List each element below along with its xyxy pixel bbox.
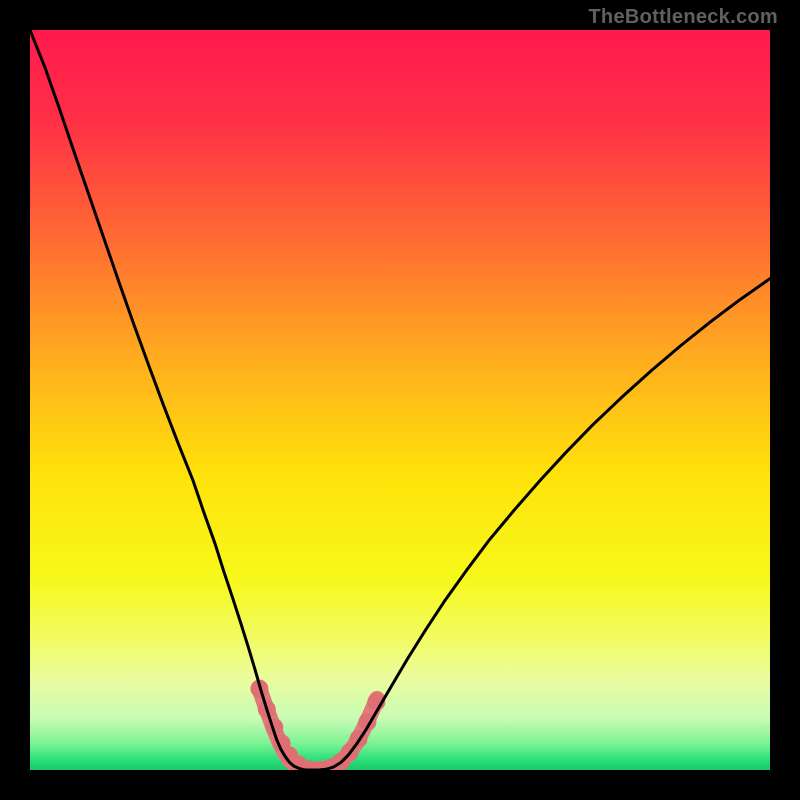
- plot-background: [30, 30, 770, 770]
- chart-plot: [30, 30, 770, 770]
- watermark-text: TheBottleneck.com: [588, 6, 778, 29]
- outer-frame: TheBottleneck.com: [0, 0, 800, 800]
